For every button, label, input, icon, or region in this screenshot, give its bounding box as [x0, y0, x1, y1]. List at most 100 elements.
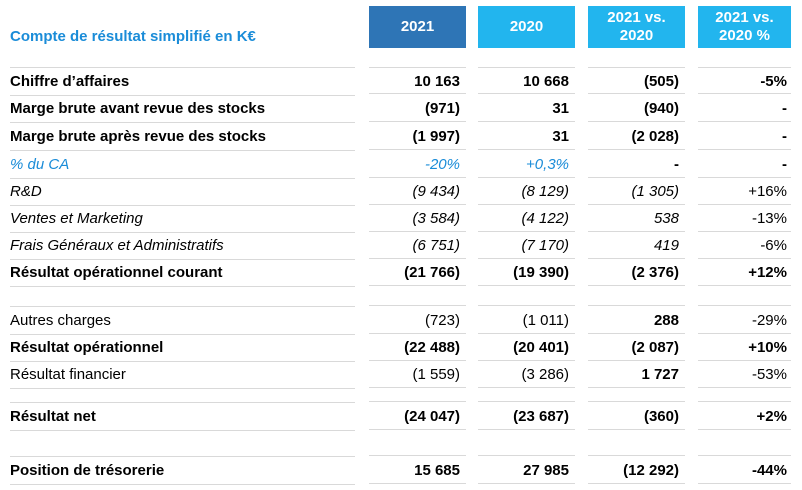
- table-row-position-tresorerie: Position de trésorerie 15 685 27 985 (12…: [0, 457, 802, 485]
- table-row-autres-charges: Autres charges (723) (1 011) 288 -29%: [0, 307, 802, 335]
- value-2020: 10 668: [478, 67, 575, 94]
- value-variation: 288: [588, 307, 685, 334]
- spacer-cell: [369, 286, 466, 306]
- row-label: Marge brute avant revue des stocks: [10, 95, 355, 123]
- spacer-cell: [588, 430, 685, 456]
- value-2021: (1 559): [369, 361, 466, 388]
- value-variation-pct: -29%: [698, 307, 791, 334]
- header-pct-line2: 2020 %: [719, 27, 770, 44]
- row-label: Ventes et Marketing: [10, 205, 355, 233]
- table-row-marge-brute-avant: Marge brute avant revue des stocks (971)…: [0, 95, 802, 123]
- value-variation: (360): [588, 403, 685, 430]
- table-row-resultat-financier: Résultat financier (1 559) (3 286) 1 727…: [0, 361, 802, 389]
- value-variation: 538: [588, 205, 685, 232]
- value-variation-pct: +10%: [698, 334, 791, 361]
- spacer-cell: [698, 430, 791, 456]
- spacer-cell: [10, 430, 355, 457]
- value-variation-pct: -13%: [698, 205, 791, 232]
- value-2021: (1 997): [369, 123, 466, 150]
- value-variation: (12 292): [588, 457, 685, 484]
- value-variation: (940): [588, 95, 685, 122]
- table-row-rd: R&D (9 434) (8 129) (1 305) +16%: [0, 178, 802, 206]
- row-label: Résultat financier: [10, 361, 355, 389]
- value-2021: 15 685: [369, 457, 466, 484]
- value-2020: (19 390): [478, 259, 575, 286]
- value-2021: 10 163: [369, 67, 466, 94]
- value-variation-pct: +2%: [698, 403, 791, 430]
- table-spacer-row: [0, 286, 802, 307]
- spacer-cell: [478, 430, 575, 456]
- spacer-cell: [478, 286, 575, 306]
- value-variation-pct: +16%: [698, 178, 791, 205]
- spacer-cell: [588, 388, 685, 402]
- table-row-marge-brute-apres: Marge brute après revue des stocks (1 99…: [0, 123, 802, 151]
- header-vs-line1: 2021 vs.: [607, 9, 666, 26]
- spacer-cell: [478, 388, 575, 402]
- value-variation-pct: -: [698, 95, 791, 122]
- value-2020: (20 401): [478, 334, 575, 361]
- value-2021: (723): [369, 307, 466, 334]
- value-variation: 1 727: [588, 361, 685, 388]
- header-2020: 2020: [478, 6, 575, 48]
- value-2020: (3 286): [478, 361, 575, 388]
- value-variation-pct: -44%: [698, 457, 791, 484]
- value-2021: (6 751): [369, 232, 466, 259]
- table-row-resultat-op-courant: Résultat opérationnel courant (21 766) (…: [0, 259, 802, 287]
- spacer-cell: [588, 286, 685, 306]
- spacer-cell: [369, 430, 466, 456]
- value-2021: (3 584): [369, 205, 466, 232]
- value-variation: (2 376): [588, 259, 685, 286]
- value-variation: (505): [588, 67, 685, 94]
- value-variation-pct: -5%: [698, 67, 791, 94]
- row-label: % du CA: [10, 151, 355, 179]
- row-label: R&D: [10, 178, 355, 206]
- table-title: Compte de résultat simplifié en K€: [10, 28, 256, 45]
- spacer-cell: [369, 388, 466, 402]
- table-row-resultat-net: Résultat net (24 047) (23 687) (360) +2%: [0, 403, 802, 431]
- value-2020: (7 170): [478, 232, 575, 259]
- value-2020: +0,3%: [478, 151, 575, 178]
- row-label: Résultat net: [10, 403, 355, 431]
- row-label: Marge brute après revue des stocks: [10, 123, 355, 151]
- row-label: Frais Généraux et Administratifs: [10, 232, 355, 260]
- row-label: Chiffre d’affaires: [10, 67, 355, 96]
- value-variation-pct: -: [698, 151, 791, 178]
- row-label: Autres charges: [10, 307, 355, 335]
- table-spacer-row: [0, 430, 802, 457]
- header-2021-vs-2020: 2021 vs. 2020: [588, 6, 685, 48]
- spacer-cell: [698, 388, 791, 402]
- spacer-cell: [698, 286, 791, 306]
- spacer-cell: [10, 388, 355, 403]
- value-2020: 27 985: [478, 457, 575, 484]
- value-2020: (4 122): [478, 205, 575, 232]
- value-variation: 419: [588, 232, 685, 259]
- value-2020: (23 687): [478, 403, 575, 430]
- header-2021-vs-2020-pct: 2021 vs. 2020 %: [698, 6, 791, 48]
- row-label: Résultat opérationnel courant: [10, 259, 355, 287]
- table-row-chiffre-affaires: Chiffre d’affaires 10 163 10 668 (505) -…: [0, 67, 802, 96]
- value-2021: (24 047): [369, 403, 466, 430]
- header-2021: 2021: [369, 6, 466, 48]
- value-variation: (2 028): [588, 123, 685, 150]
- header-pct-line1: 2021 vs.: [715, 9, 774, 26]
- table-spacer-row: [0, 388, 802, 403]
- value-2020: 31: [478, 95, 575, 122]
- table-row-ventes-marketing: Ventes et Marketing (3 584) (4 122) 538 …: [0, 205, 802, 233]
- value-variation: -: [588, 151, 685, 178]
- table-row-frais-generaux: Frais Généraux et Administratifs (6 751)…: [0, 232, 802, 260]
- header-vs-line2: 2020: [619, 27, 654, 44]
- row-label: Position de trésorerie: [10, 457, 355, 485]
- table-row-resultat-operationnel: Résultat opérationnel (22 488) (20 401) …: [0, 334, 802, 362]
- value-2020: (8 129): [478, 178, 575, 205]
- spacer-cell: [10, 286, 355, 307]
- value-variation-pct: -: [698, 123, 791, 150]
- value-variation: (1 305): [588, 178, 685, 205]
- table-row-pct-ca: % du CA -20% +0,3% - -: [0, 151, 802, 179]
- value-2020: (1 011): [478, 307, 575, 334]
- value-2021: (21 766): [369, 259, 466, 286]
- value-variation: (2 087): [588, 334, 685, 361]
- value-2021: (971): [369, 95, 466, 122]
- row-label: Résultat opérationnel: [10, 334, 355, 362]
- value-2021: -20%: [369, 151, 466, 178]
- value-2020: 31: [478, 123, 575, 150]
